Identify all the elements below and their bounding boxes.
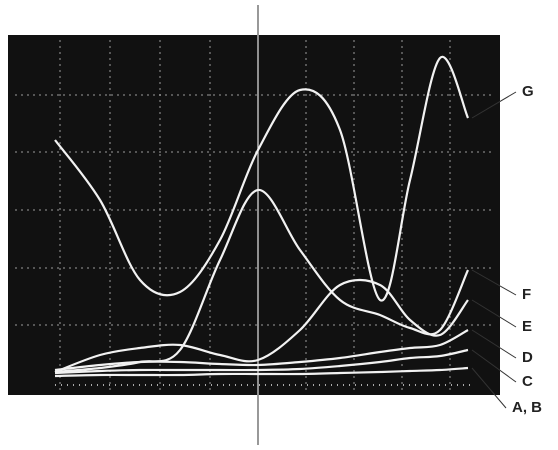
label-leader [471,329,517,359]
scope-screen [8,35,500,395]
trace [54,348,469,375]
trace [54,329,469,372]
label-leader [471,269,517,296]
trace-label: A, B [512,399,542,416]
trace-label: F [522,286,531,303]
trace [54,55,470,302]
trace-label: G [522,83,534,100]
trace-label: C [522,373,533,390]
label-leader [471,299,517,328]
label-leader [471,349,517,383]
trace-label: D [522,349,533,366]
trace-label: E [522,318,532,335]
trace [54,278,469,374]
label-leader [471,367,507,409]
trace [54,366,469,378]
label-leader [471,91,517,119]
